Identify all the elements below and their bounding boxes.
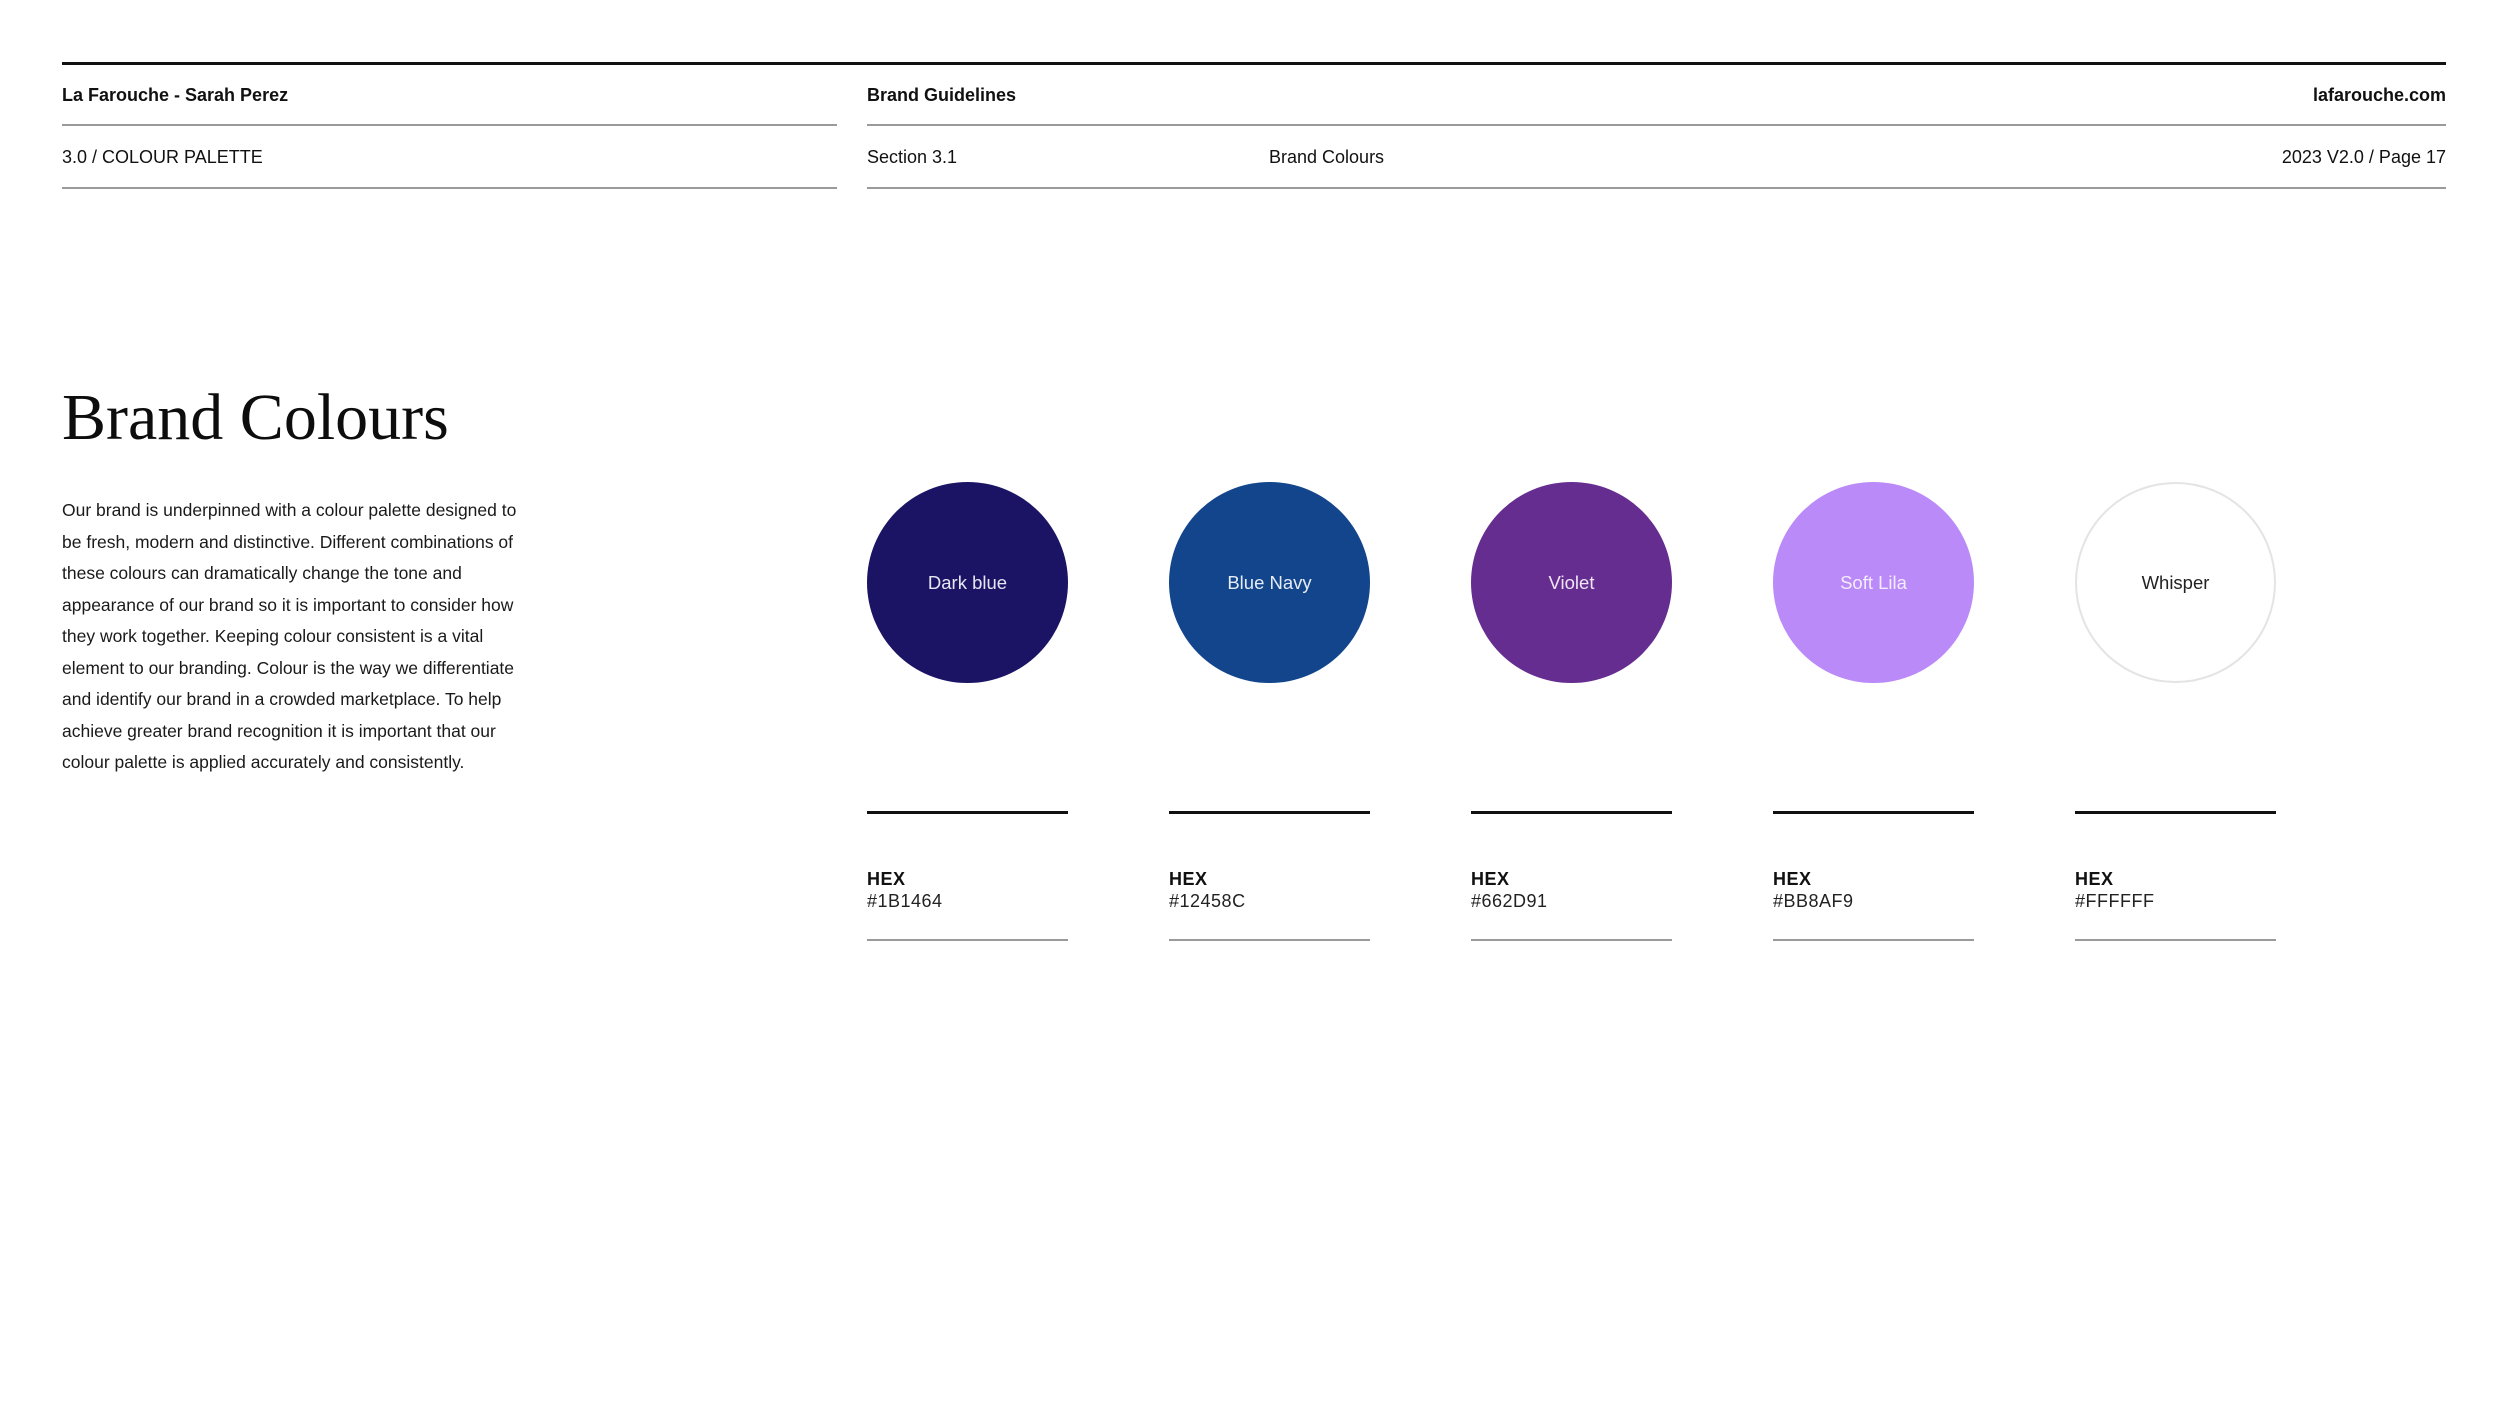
hex-value: #662D91 xyxy=(1471,891,1548,911)
swatch-top-rule xyxy=(867,811,1068,814)
swatch-soft-lila: Soft Lila HEX #BB8AF9 xyxy=(1773,482,1974,941)
hex-value: #12458C xyxy=(1169,891,1246,911)
swatch-bottom-rule xyxy=(1773,939,1974,941)
hex-value: #1B1464 xyxy=(867,891,943,911)
swatch-top-rule xyxy=(1773,811,1974,814)
header-section-name: Brand Colours xyxy=(1269,147,1385,167)
header-section-number: Section 3.1 xyxy=(867,147,958,167)
hex-label: HEX xyxy=(867,869,906,889)
header-website: lafarouche.com xyxy=(2312,85,2446,105)
page-title: Brand Colours xyxy=(62,381,449,454)
hex-value: #FFFFFF xyxy=(2075,891,2155,911)
swatch-name: Blue Navy xyxy=(1227,571,1312,593)
header-section-path: 3.0 / COLOUR PALETTE xyxy=(62,147,263,167)
swatch-bottom-rule xyxy=(867,939,1068,941)
hex-label: HEX xyxy=(2075,869,2114,889)
swatch-bottom-rule xyxy=(1169,939,1370,941)
hex-label: HEX xyxy=(1773,869,1812,889)
header-document-title: Brand Guidelines xyxy=(867,85,1017,105)
swatch-violet: Violet HEX #662D91 xyxy=(1471,482,1672,941)
hex-value: #BB8AF9 xyxy=(1773,891,1854,911)
header-right-rule-1 xyxy=(867,124,2446,126)
header-client: La Farouche - Sarah Perez xyxy=(62,85,289,105)
header-left-rule-2 xyxy=(62,187,837,189)
hex-label: HEX xyxy=(1169,869,1208,889)
swatch-blue-navy: Blue Navy HEX #12458C xyxy=(1169,482,1370,941)
swatch-bottom-rule xyxy=(1471,939,1672,941)
header-top-rule xyxy=(62,62,2446,65)
swatch-bottom-rule xyxy=(2075,939,2276,941)
header-right-rule-2 xyxy=(867,187,2446,189)
swatch-top-rule xyxy=(1471,811,1672,814)
swatch-top-rule xyxy=(1169,811,1370,814)
swatch-name: Soft Lila xyxy=(1840,571,1907,593)
header-left-rule-1 xyxy=(62,124,837,126)
color-circle: Dark blue xyxy=(867,482,1068,683)
swatch-name: Dark blue xyxy=(927,571,1008,593)
color-circle: Whisper xyxy=(2075,482,2276,683)
color-circle: Soft Lila xyxy=(1773,482,1974,683)
hex-label: HEX xyxy=(1471,869,1510,889)
swatch-top-rule xyxy=(2075,811,2276,814)
swatch-dark-blue: Dark blue HEX #1B1464 xyxy=(867,482,1068,941)
color-circle: Blue Navy xyxy=(1169,482,1370,683)
color-circle: Violet xyxy=(1471,482,1672,683)
swatch-name: Whisper xyxy=(2141,571,2210,593)
header-version-page: 2023 V2.0 / Page 17 xyxy=(2281,147,2446,167)
swatch-name: Violet xyxy=(1548,571,1595,593)
swatch-whisper: Whisper HEX #FFFFFF xyxy=(2075,482,2276,941)
intro-paragraph: Our brand is underpinned with a colour p… xyxy=(62,500,517,772)
